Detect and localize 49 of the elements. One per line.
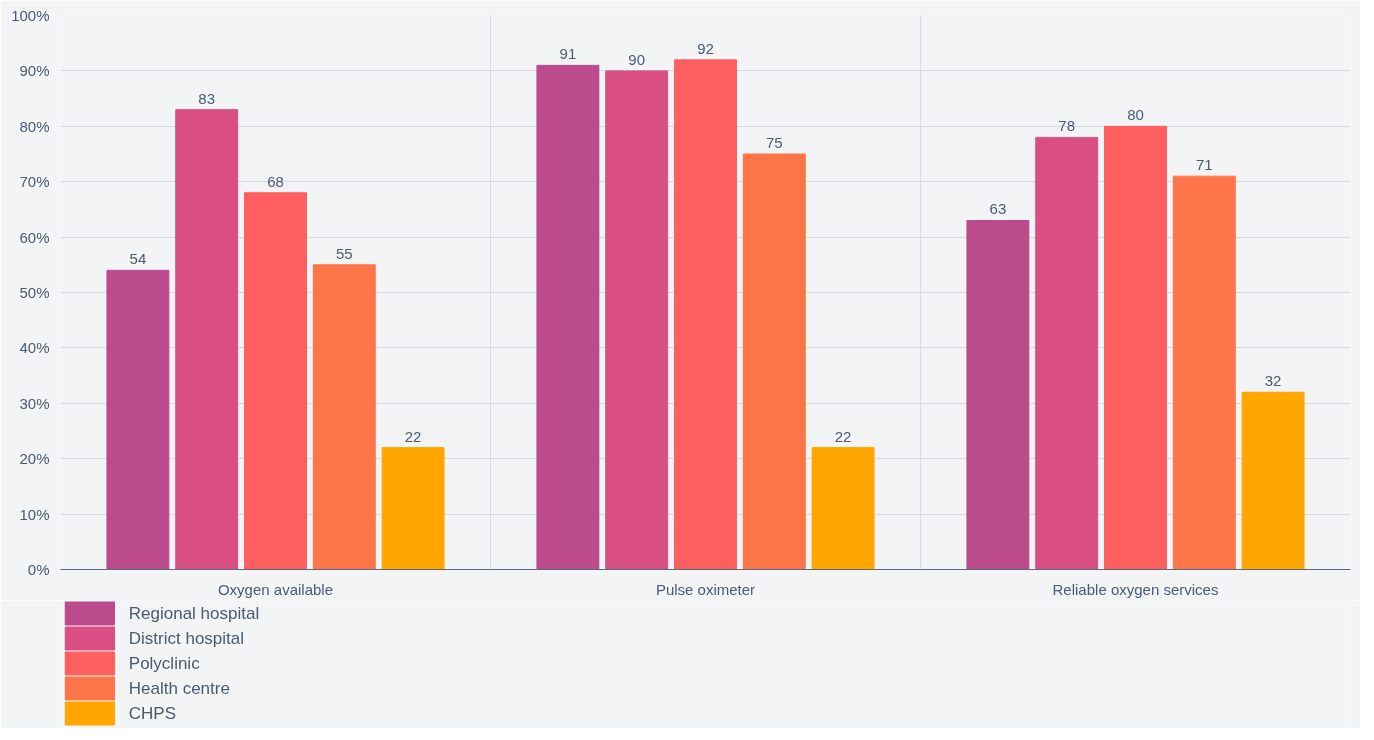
data-label: 75 — [765, 134, 783, 151]
legend-label: Polyclinic — [128, 654, 201, 673]
y-tick-label: 40% — [19, 339, 50, 357]
data-label: 22 — [834, 427, 852, 445]
bar — [175, 109, 239, 570]
data-label: 55 — [335, 244, 353, 262]
legend-label: District hospital — [128, 629, 245, 648]
y-tick-label: 30% — [19, 394, 50, 412]
data-label: 63 — [989, 200, 1007, 218]
x-tick-label: Reliable oxygen services — [1052, 580, 1219, 598]
bar — [1104, 125, 1167, 570]
data-label: 54 — [129, 250, 147, 268]
y-tick-label: 60% — [19, 228, 50, 246]
y-tick-label: 50% — [19, 284, 50, 301]
bar — [106, 269, 170, 570]
bar — [1035, 136, 1099, 570]
bar — [605, 70, 669, 570]
y-tick-label: 20% — [19, 450, 50, 468]
data-label: 83 — [198, 89, 216, 107]
y-tick-label: 10% — [19, 505, 50, 523]
legend-label: Health centre — [128, 679, 230, 698]
x-tick-label: Pulse oximeter — [655, 580, 756, 598]
bar — [742, 153, 806, 570]
legend-label: CHPS — [128, 704, 177, 723]
bar — [381, 447, 445, 570]
data-label: 68 — [267, 172, 284, 190]
bar — [1172, 175, 1236, 570]
bar — [312, 264, 376, 570]
data-label: 32 — [1264, 372, 1282, 390]
x-tick-label: Oxygen available — [217, 580, 334, 598]
data-label: 92 — [697, 39, 714, 57]
bar — [966, 219, 1030, 570]
legend-label: Regional hospital — [128, 604, 260, 623]
bar — [244, 192, 307, 570]
data-label: 91 — [559, 45, 577, 63]
data-label: 22 — [404, 427, 422, 445]
bar — [1241, 391, 1305, 570]
y-tick-label: 100% — [11, 7, 50, 24]
bar — [536, 64, 600, 570]
data-label: 78 — [1058, 117, 1076, 135]
bar — [811, 447, 875, 570]
y-tick-label: 0% — [27, 561, 50, 578]
y-tick-label: 70% — [19, 173, 50, 191]
y-tick-label: 90% — [19, 62, 50, 80]
data-label: 71 — [1195, 156, 1213, 174]
bar — [674, 59, 737, 570]
data-label: 90 — [628, 50, 646, 68]
y-tick-label: 80% — [19, 117, 50, 135]
data-label: 80 — [1127, 106, 1144, 124]
